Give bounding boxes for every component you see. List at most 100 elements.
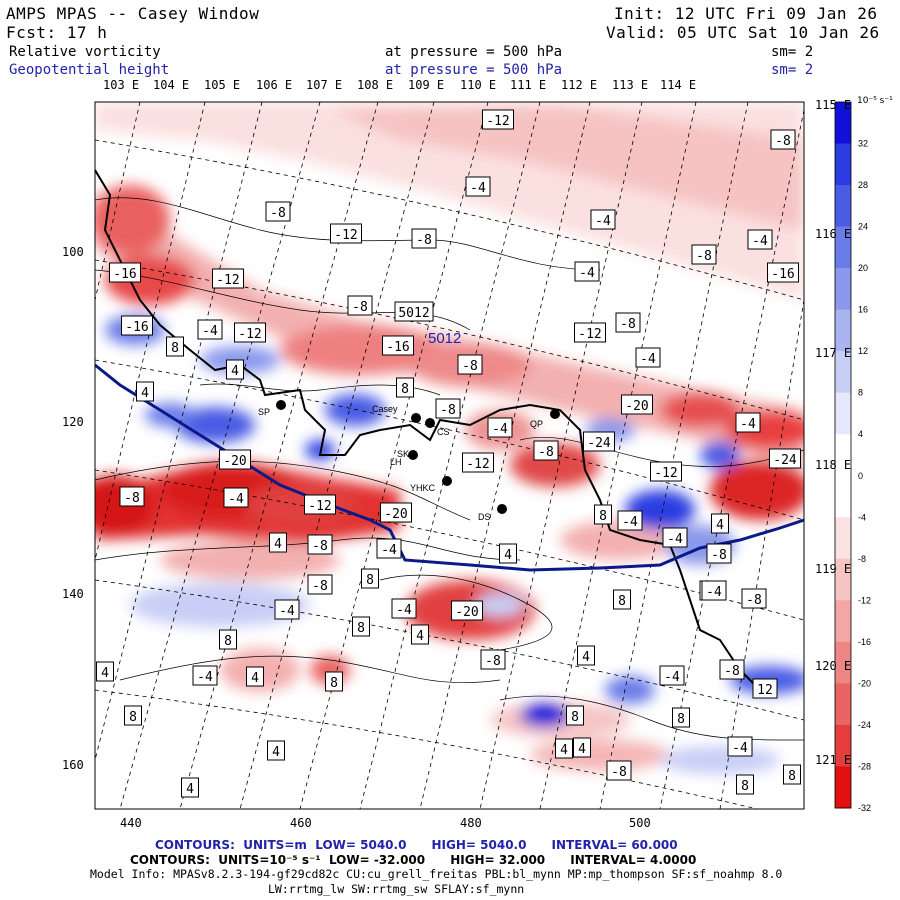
- svg-text:-8: -8: [440, 403, 456, 418]
- contour-value-label: -4: [376, 538, 402, 559]
- contour-value-label: -20: [380, 502, 412, 523]
- contour-value-label: -4: [659, 665, 685, 686]
- meridian-line: [719, 299, 804, 809]
- svg-text:-16: -16: [771, 267, 794, 282]
- meridian-line: [359, 102, 541, 809]
- contour-value-label: -8: [435, 398, 461, 419]
- svg-text:8: 8: [401, 382, 409, 397]
- lon-label-top: 113 E: [612, 78, 649, 92]
- lon-label-right: 121 E: [815, 753, 852, 767]
- lon-label-right: 115 E: [815, 98, 852, 112]
- contour-value-label: -12: [330, 223, 362, 244]
- station-label: QP: [530, 419, 543, 429]
- contour-value-label: -4: [635, 347, 661, 368]
- contour-value-label: -4: [223, 487, 249, 508]
- meridian-line: [659, 109, 804, 809]
- contour-value-label: 4: [226, 359, 244, 380]
- contour-value-label: 4: [499, 543, 517, 564]
- svg-text:8: 8: [171, 341, 179, 356]
- station-marker: [425, 418, 435, 428]
- svg-text:-12: -12: [654, 466, 677, 481]
- contour-value-label: -8: [691, 244, 717, 265]
- svg-text:-8: -8: [696, 249, 712, 264]
- svg-text:-4: -4: [664, 670, 680, 685]
- svg-text:8: 8: [677, 712, 685, 727]
- field1-smoothing: sm= 2: [771, 44, 814, 60]
- contour-value-label: -20: [621, 394, 653, 415]
- svg-text:-20: -20: [384, 507, 407, 522]
- svg-text:-8: -8: [312, 579, 328, 594]
- contour-value-label: 8: [783, 764, 801, 785]
- y-tick-label: 120: [62, 415, 84, 429]
- svg-text:-4: -4: [667, 532, 683, 547]
- colorbar-swatch: [835, 351, 851, 394]
- contour-value-label: 8: [124, 705, 142, 726]
- contour-value-label: -20: [451, 600, 483, 621]
- contour-value-label: 4: [269, 532, 287, 553]
- lon-label-right: 116 E: [815, 227, 852, 241]
- colorbar-frame: [834, 101, 852, 809]
- colorbar-swatch: [835, 102, 851, 145]
- svg-text:-16: -16: [113, 267, 136, 282]
- svg-text:8: 8: [224, 634, 232, 649]
- lon-label-top: 103 E: [103, 78, 140, 92]
- svg-text:-16: -16: [125, 320, 148, 335]
- svg-text:-12: -12: [334, 228, 357, 243]
- parallel-line: [95, 579, 804, 721]
- svg-text:-4: -4: [492, 422, 508, 437]
- svg-text:-20: -20: [625, 399, 648, 414]
- x-tick-label: 460: [290, 816, 312, 830]
- colorbar-swatch: [835, 517, 851, 560]
- contour-value-label: -8: [480, 649, 506, 670]
- contour-value-label: -8: [347, 295, 373, 316]
- svg-text:8: 8: [788, 769, 796, 784]
- svg-text:4: 4: [141, 386, 149, 401]
- svg-text:-8: -8: [711, 548, 727, 563]
- station-marker: [550, 409, 560, 419]
- contour-value-label: -12: [304, 494, 336, 515]
- footer-contours-2: CONTOURS: UNITS=10⁻⁵ s⁻¹ LOW= -32.000 HI…: [130, 853, 697, 867]
- contour-value-label: -8: [706, 543, 732, 564]
- lon-label-top: 114 E: [660, 78, 697, 92]
- svg-text:8: 8: [618, 594, 626, 609]
- meridian-line: [95, 102, 263, 761]
- parallel-line: [95, 139, 804, 301]
- contour-value-label: 8: [566, 705, 584, 726]
- y-tick-label: 100: [62, 245, 84, 259]
- contour-value-label: -8: [265, 201, 291, 222]
- contour-value-label: -4: [617, 510, 643, 531]
- contour-value-label: 4: [577, 645, 595, 666]
- svg-text:-4: -4: [381, 543, 397, 558]
- station-label: Casey: [372, 404, 398, 414]
- x-tick-label: 440: [120, 816, 142, 830]
- contour-value-label: 12: [752, 678, 778, 699]
- station-marker: [442, 476, 452, 486]
- station-marker: [408, 450, 418, 460]
- contour-value-label: 8: [361, 568, 379, 589]
- contour-value-label: 4: [573, 737, 591, 758]
- contour-value-label: 4: [136, 381, 154, 402]
- contour-labels: -12-8-4-8-4-12 -8 -4-8-4 -16-16 -12-8 5012-8-…: [96, 109, 801, 798]
- colorbar-swatch: [835, 392, 851, 435]
- colorbar-swatch: [835, 600, 851, 643]
- contour-value-label: -8: [741, 588, 767, 609]
- colorbar-tick-label: -20: [858, 678, 871, 688]
- contour-value-label: 8: [352, 616, 370, 637]
- contour-value-label: 4: [267, 740, 285, 761]
- field2-level: at pressure = 500 hPa: [385, 62, 563, 78]
- field1-name: Relative vorticity: [9, 44, 161, 60]
- contour-value-label: -16: [121, 315, 153, 336]
- contour-value-label: 4: [181, 777, 199, 798]
- lon-label-top: 106 E: [256, 78, 293, 92]
- footer-contours-1: CONTOURS: UNITS=m LOW= 5040.0 HIGH= 5040…: [155, 838, 678, 852]
- svg-text:-8: -8: [462, 359, 478, 374]
- svg-text:-8: -8: [538, 445, 554, 460]
- station-label: SK: [397, 449, 409, 459]
- colorbar-tick-label: -16: [858, 637, 871, 647]
- svg-text:-12: -12: [308, 499, 331, 514]
- contour-value-label: 4: [411, 624, 429, 645]
- contour-value-label: -12: [234, 322, 266, 343]
- lon-label-top: 109 E: [408, 78, 445, 92]
- contour-value-label: -4: [487, 417, 513, 438]
- svg-text:8: 8: [129, 710, 137, 725]
